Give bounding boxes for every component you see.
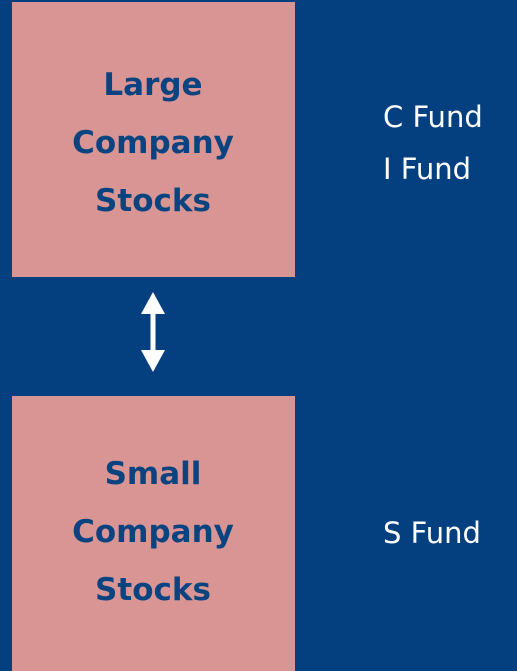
node-label: Small [105,456,202,492]
node-label: Company [72,514,234,550]
large-box [12,2,295,277]
fund-label: C Fund [383,100,483,134]
fund-label: S Fund [383,516,481,550]
node-label: Large [103,67,202,103]
fund-label: I Fund [383,152,471,186]
double-arrow [141,292,165,372]
small-box [12,396,295,671]
node-label: Stocks [95,572,211,608]
node-label: Stocks [95,183,211,219]
node-label: Company [72,125,234,161]
